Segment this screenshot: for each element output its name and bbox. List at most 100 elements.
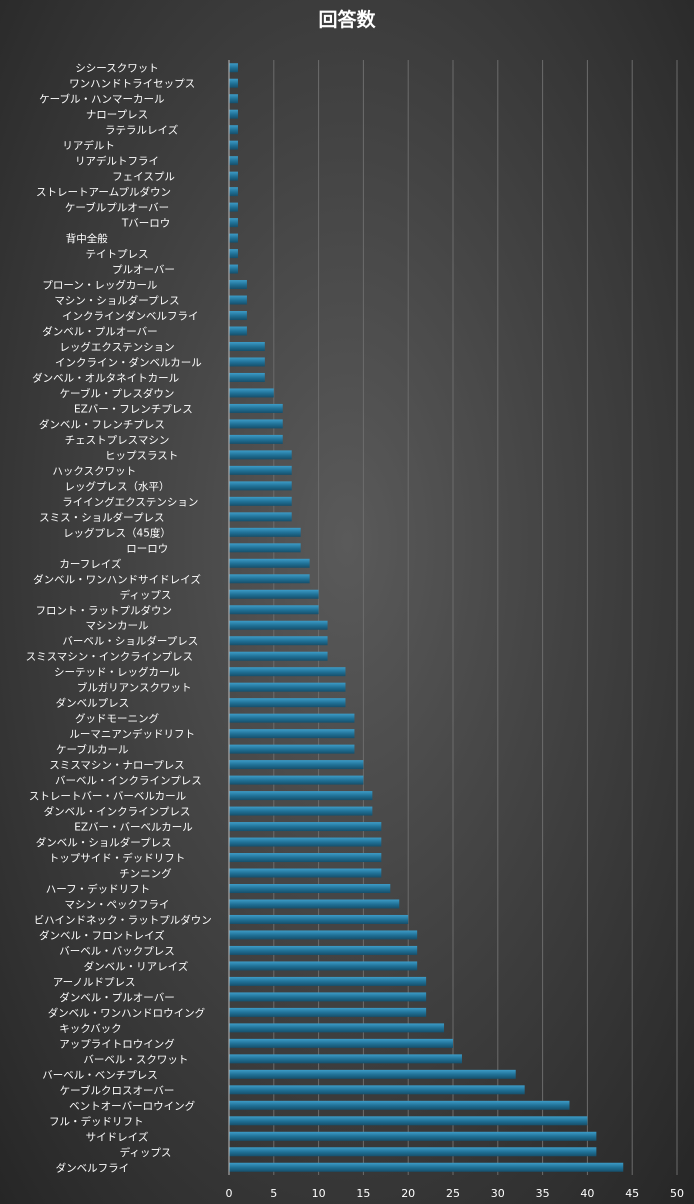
category-label: ラテラルレイズ [105,124,178,137]
bar [229,434,283,444]
category-label: ケーブルクロスオーバー [60,1084,175,1097]
category-label: ブルガリアンスクワット [77,681,192,694]
bar [229,775,364,785]
bar [229,636,328,646]
bar [229,357,265,367]
bar [229,388,274,398]
bar [229,63,238,73]
category-label: シシースクワット [75,63,158,75]
bar [229,868,382,878]
bar [229,914,409,924]
category-label: ベントオーバーロウイング [69,1099,195,1112]
category-label: スミスマシン・ナロープレス [49,760,185,772]
bar [229,992,427,1002]
category-label: ダンベル・ワンハンドサイドレイズ [33,573,201,586]
bar [229,1131,597,1141]
bar [229,1038,453,1048]
category-label: バーベル・バックプレス [59,945,175,957]
category-label: ビハインドネック・ラットプルダウン [34,913,212,926]
category-label: ダンベルプレス [56,697,130,710]
bar [229,682,346,692]
bar [229,295,247,305]
bar [229,1023,445,1033]
category-label: 背中全般 [66,232,108,245]
x-tick-label: 40 [580,1187,594,1200]
bar [229,202,238,212]
bar [229,589,319,599]
x-tick-label: 25 [446,1187,460,1200]
category-label: プローン・レッグカール [42,279,157,292]
category-label: ローロウ [126,543,168,555]
category-label: カーフレイズ [59,557,121,570]
x-tick-label: 50 [670,1187,684,1200]
bar [229,1162,624,1172]
bar [229,791,373,801]
bar [229,496,292,506]
bar [229,945,418,955]
bar [229,760,364,770]
gridlines [273,60,678,1175]
category-label: レッグプレス（水平） [65,480,170,493]
bars [229,63,624,1172]
category-label: マシンカール [86,620,149,632]
category-label: レッグプレス（45度） [63,526,171,539]
bar [229,605,319,615]
x-tick-label: 45 [625,1187,639,1200]
bar [229,729,355,739]
category-label: ハーフ・デッドリフト [46,883,150,896]
category-label: マシン・ペックフライ [65,899,170,911]
bar [229,1054,462,1064]
category-label: プルオーバー [112,264,175,276]
bar [229,341,265,351]
bar [229,109,238,119]
category-label: グッドモーニング [75,712,159,725]
category-label: バーベル・スクワット [83,1054,188,1066]
bar [229,620,328,630]
bar [229,698,346,708]
category-label: インクライン・ダンベルカール [55,356,202,369]
category-label: スミスマシン・インクラインプレス [26,651,193,663]
category-label: ストレートバー・バーベルカール [29,791,186,803]
x-tick-label: 5 [270,1187,277,1200]
category-label: ケーブルプルオーバー [65,201,169,214]
bar [229,543,301,553]
category-label: フロント・ラットプルダウン [36,604,173,617]
category-label: フル・デッドリフト [49,1115,144,1128]
category-label: ルーマニアンデッドリフト [69,728,195,741]
bar [229,853,382,863]
category-label: テイトプレス [86,249,149,261]
category-label: バーベル・ベンチプレス [42,1069,158,1081]
bar [229,574,310,584]
category-label: ダンベル・ワンハンドロウイング [48,1006,206,1019]
category-label: ダンベル・プルオーバー [59,991,174,1004]
category-label: リアデルトフライ [75,155,159,168]
bar [229,1100,570,1110]
bar [229,930,418,940]
bar [229,171,238,181]
category-label: バーベル・ショルダープレス [62,635,198,648]
chart-title: 回答数 [318,8,376,31]
category-label: スミス・ショルダープレス [39,511,164,524]
category-label: アップライトロウイング [59,1037,175,1050]
bar [229,1085,525,1095]
category-label: ダンベル・プルオーバー [42,325,157,338]
category-label: ケーブルカール [56,743,129,756]
bar [229,264,238,274]
category-label: ストレートアームプルダウン [36,186,171,199]
category-label: マシン・ショルダープレス [54,294,179,307]
category-label: バーベル・インクラインプレス [55,775,202,787]
x-tick-label: 0 [226,1187,233,1200]
bar [229,218,238,228]
category-labels: シシースクワットワンハンドトライセップスケーブル・ハンマーカールナロープレスラテ… [26,63,212,1175]
category-label: ダンベル・ショルダープレス [36,836,172,849]
category-label: ダンベル・フレンチプレス [39,418,165,431]
bar [229,249,238,259]
bar [229,744,355,754]
x-tick-label: 20 [401,1187,415,1200]
category-label: インクラインダンベルフライ [62,310,199,323]
category-label: フェイスプル [112,171,175,183]
category-label: トップサイド・デッドリフト [49,852,186,865]
bar [229,822,382,832]
category-label: ケーブル・プレスダウン [60,387,175,400]
category-label: アーノルドプレス [53,976,136,988]
